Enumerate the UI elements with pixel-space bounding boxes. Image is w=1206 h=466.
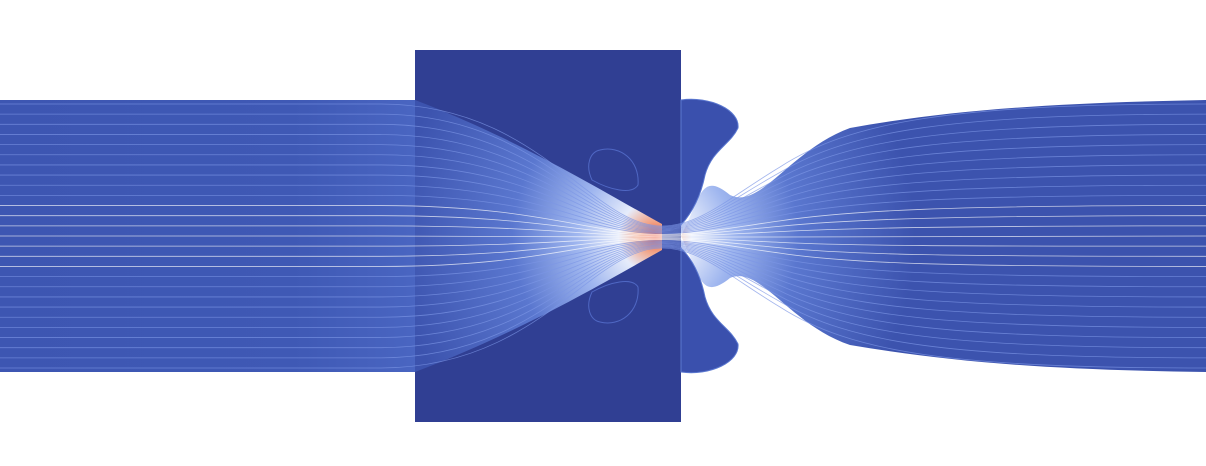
streamline [0,103,1206,227]
streamline [0,241,1206,298]
streamline [0,245,1206,338]
streamlines [0,103,1206,369]
streamline [0,215,1206,236]
streamline [0,239,1206,278]
streamline [0,225,1206,237]
vortex-top [588,148,639,191]
streamline [0,174,1206,233]
streamline [0,238,1206,257]
streamline [0,244,1206,328]
lobe-bottom [680,246,739,374]
streamline [0,205,1206,235]
streamline [0,245,1206,349]
streamline [0,237,1206,247]
streamline [0,184,1206,234]
streamline [0,239,1206,267]
vortex-bottom [588,281,639,324]
streamline [0,134,1206,229]
streamline [0,154,1206,231]
streamline [0,113,1206,228]
streamline [0,242,1206,308]
streamline [0,194,1206,235]
lobe-top [680,98,739,227]
streamline [0,240,1206,288]
streamline [0,243,1206,318]
streamline [0,246,1206,359]
streamline [0,235,1206,238]
nozzle [415,100,662,372]
streamline [0,164,1206,232]
streamline [0,144,1206,230]
streamline [0,247,1206,369]
streamline [0,123,1206,229]
